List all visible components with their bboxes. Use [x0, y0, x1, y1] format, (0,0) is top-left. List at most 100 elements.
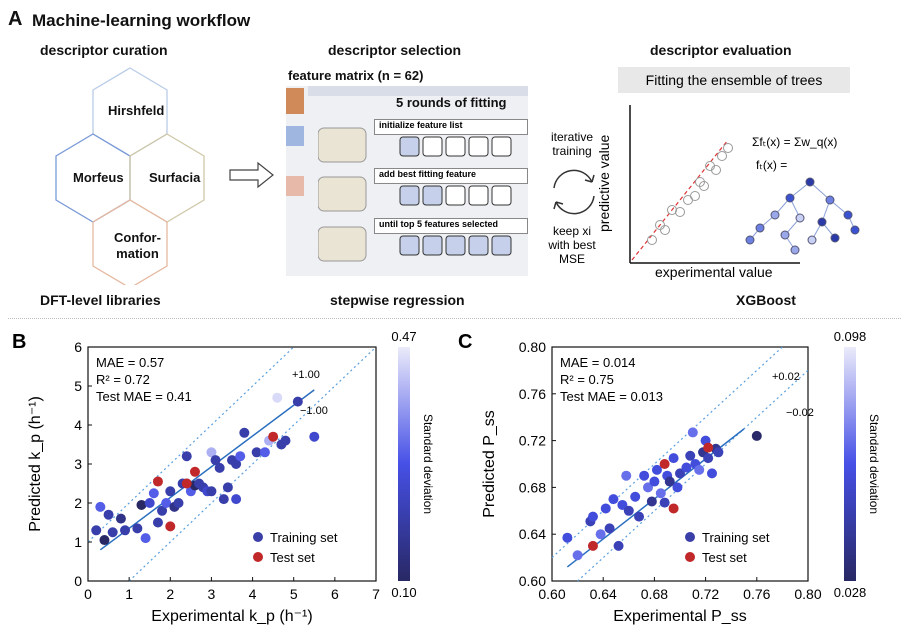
x-tick-label: 0.72: [692, 586, 719, 602]
training-point: [655, 488, 666, 499]
legend-test-marker: [685, 552, 695, 562]
training-point: [751, 430, 762, 441]
y-tick-label: 0.68: [519, 479, 546, 495]
training-point: [165, 486, 176, 497]
feature-slot: [445, 136, 466, 157]
y-tick-label: 5: [74, 378, 82, 394]
x-tick-label: 3: [208, 586, 216, 602]
test-point: [659, 459, 670, 469]
legend-test-marker: [253, 552, 263, 562]
tree-node: [755, 223, 765, 233]
training-point: [148, 488, 159, 499]
schematic-point: [683, 195, 693, 205]
training-point: [687, 427, 698, 438]
x-tick-label: 7: [372, 586, 380, 602]
step-3: until top 5 features selected: [374, 218, 528, 234]
schematic-point: [667, 205, 677, 215]
tree-node: [785, 193, 795, 203]
tree-node: [817, 217, 827, 227]
x-axis-label: Experimental k_p (h⁻¹): [151, 608, 312, 625]
training-point: [604, 523, 615, 534]
training-point: [595, 529, 606, 540]
feature-slot: [445, 185, 466, 206]
lower-band-label: −1.00: [300, 405, 328, 417]
legend-test-label: Test set: [270, 550, 315, 565]
panel-a-title: Machine-learning workflow: [32, 11, 251, 30]
chart-b: B 0 1 2 3 4 5 6 7 0 1 2 3 4 5 6 MAE = 0.57 R² = 0.72 Test …: [12, 329, 435, 625]
training-point: [292, 396, 303, 407]
training-point: [91, 525, 102, 536]
training-point: [103, 509, 114, 520]
y-tick-label: 0.72: [519, 433, 546, 449]
feature-slots: [318, 127, 512, 262]
training-point: [157, 505, 168, 516]
y-tick-label: 6: [74, 339, 82, 355]
training-point: [600, 503, 611, 514]
y-tick-label: 0.76: [519, 386, 546, 402]
y-tick-label: 1: [74, 534, 82, 550]
x-tick-label: 2: [166, 586, 174, 602]
feature-slot: [399, 185, 420, 206]
rounds-label: 5 rounds of fitting: [396, 95, 507, 110]
colorbar-max: 0.098: [834, 329, 867, 344]
training-point: [621, 470, 632, 481]
panel-letter: C: [458, 331, 472, 353]
upper-band-line: [551, 346, 783, 559]
hex-conformation: [92, 199, 168, 285]
training-point: [144, 498, 155, 508]
hex-label-morfeus: Morfeus: [73, 170, 124, 185]
y-axis-label: Predicted k_p (h⁻¹): [27, 396, 44, 532]
ensemble-banner: Fitting the ensemble of trees: [618, 67, 850, 93]
cycle-arrows-icon: [553, 169, 595, 215]
stat-annotation: Test MAE = 0.41: [96, 389, 192, 404]
feature-slot: [468, 136, 489, 157]
stat-annotation: R² = 0.75: [560, 372, 614, 387]
training-point: [231, 494, 242, 505]
y-tick-label: 0: [74, 573, 82, 589]
plot-frame: [551, 346, 809, 582]
training-point: [623, 505, 634, 516]
y-tick-label: 3: [74, 456, 82, 472]
feature-pool: [318, 127, 367, 163]
feature-matrix-label: feature matrix (n = 62): [288, 68, 424, 83]
tree-fn-equation: fₜ(x) =: [756, 158, 788, 172]
lower-band-line: [577, 369, 809, 582]
x-tick-label: 0: [84, 586, 92, 602]
step-2: add best fitting feature: [374, 168, 528, 184]
training-point: [309, 431, 320, 442]
training-point: [703, 453, 714, 464]
tree-node: [745, 235, 755, 245]
training-point: [161, 498, 172, 508]
test-point: [587, 540, 598, 551]
x-tick-label: 5: [290, 586, 298, 602]
feature-slot: [468, 235, 489, 256]
training-point: [672, 482, 683, 493]
keep-best-mse-label: keep xi with best MSE: [548, 224, 596, 266]
test-point: [703, 442, 714, 453]
training-point: [608, 494, 619, 505]
legend-training-label: Training set: [702, 530, 770, 545]
schematic-point: [655, 220, 665, 230]
training-point: [659, 497, 670, 508]
stat-annotation: MAE = 0.014: [560, 355, 636, 370]
feature-pool: [318, 226, 367, 262]
feature-pool: [318, 176, 367, 212]
selection-footer: stepwise regression: [330, 292, 465, 308]
training-point: [587, 511, 598, 522]
colorbar-max: 0.47: [391, 329, 416, 344]
stat-annotation: Test MAE = 0.013: [560, 389, 663, 404]
training-point: [210, 455, 221, 466]
test-point: [181, 478, 192, 489]
feature-slot: [422, 136, 443, 157]
y-tick-label: 0.64: [519, 526, 546, 542]
tree-node: [780, 230, 790, 240]
feature-slot: [399, 136, 420, 157]
training-point: [694, 464, 705, 475]
feature-slot: [491, 136, 512, 157]
schematic-point: [647, 235, 657, 245]
training-point: [664, 476, 675, 487]
step-1: initialize feature list: [374, 119, 528, 135]
training-point: [235, 451, 246, 462]
training-point: [231, 459, 242, 469]
